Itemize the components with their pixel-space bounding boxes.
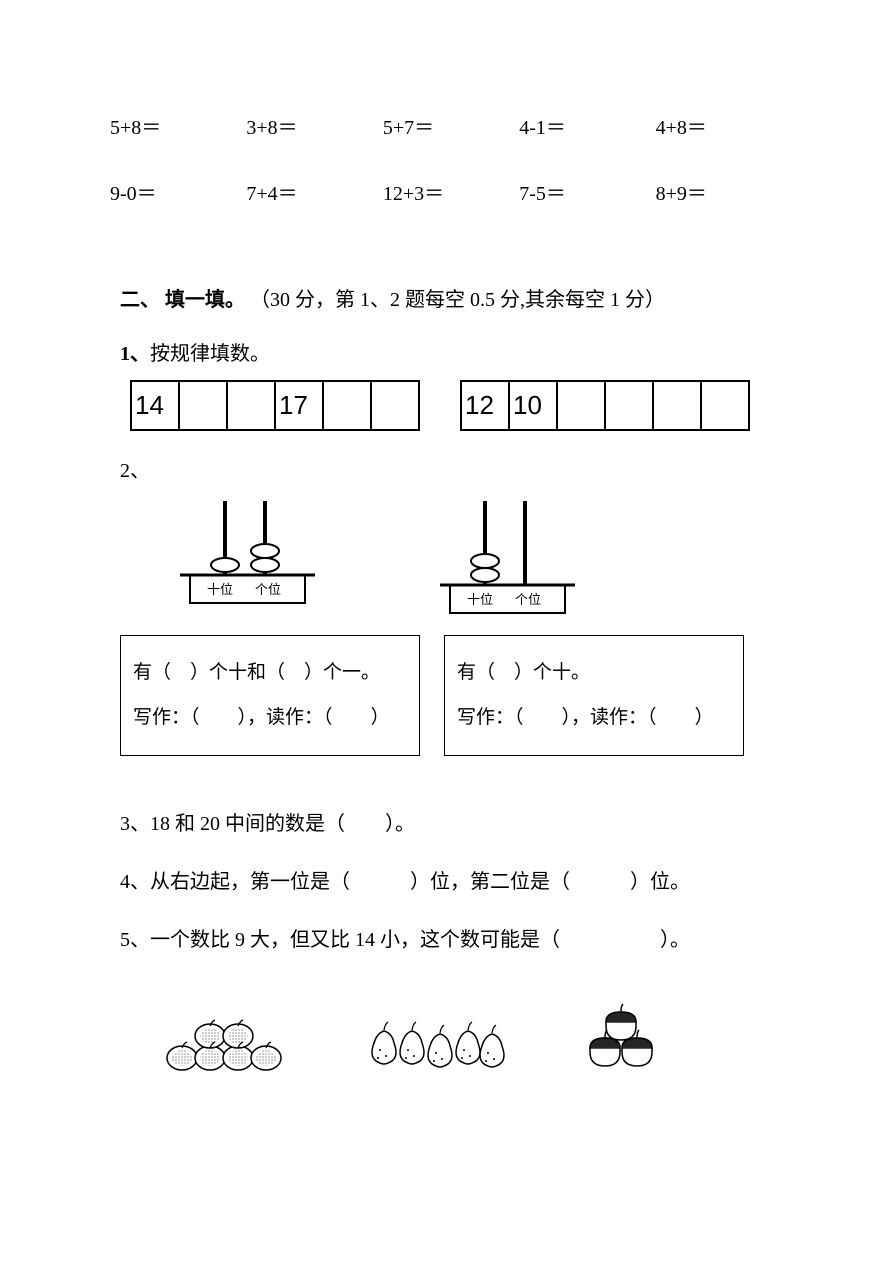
seq-cell [701, 381, 749, 430]
arith-cell: 4+8＝ [656, 110, 792, 146]
ones-label: 个位 [515, 592, 541, 607]
q1-text: 按规律填数。 [150, 343, 270, 365]
fruit-group-pears [360, 1008, 510, 1078]
answer-box-a: 有（ ）个十和（ ）个一。 写作：（ ），读作：（ ） [120, 635, 420, 756]
arith-cell: 12+3＝ [383, 176, 519, 212]
box-b-line2: 写作：（ ），读作：（ ） [457, 695, 731, 741]
section-2-header: 二、 填一填。 （30 分，第 1、2 题每空 0.5 分,其余每空 1 分） [110, 282, 792, 318]
q1-num: 1、 [120, 343, 150, 365]
q5: 5、一个数比 9 大，但又比 14 小，这个数可能是（ ）。 [110, 922, 792, 958]
seq-cell [323, 381, 371, 430]
seq-cell: 10 [509, 381, 557, 430]
seq-cell [371, 381, 419, 430]
arith-cell: 5+7＝ [383, 110, 519, 146]
q2-label: 2、 [110, 453, 792, 489]
tens-label: 十位 [207, 582, 233, 597]
arith-cell: 7-5＝ [519, 176, 655, 212]
answer-boxes: 有（ ）个十和（ ）个一。 写作：（ ），读作：（ ） 有（ ）个十。 写作：（… [110, 635, 792, 756]
fruits-row [110, 998, 792, 1078]
section-number: 二、 [120, 289, 160, 311]
seq-cell: 17 [275, 381, 323, 430]
arith-cell: 9-0＝ [110, 176, 246, 212]
seq-cell [227, 381, 275, 430]
arith-row-2: 9-0＝ 7+4＝ 12+3＝ 7-5＝ 8+9＝ [110, 176, 792, 212]
box-a-line2: 写作：（ ），读作：（ ） [133, 695, 407, 741]
box-b-line1: 有（ ）个十。 [457, 650, 731, 696]
fruit-group-acorns [570, 998, 670, 1078]
section-detail: （30 分，第 1、2 题每空 0.5 分,其余每空 1 分） [250, 289, 665, 311]
arith-cell: 8+9＝ [656, 176, 792, 212]
arith-cell: 7+4＝ [246, 176, 382, 212]
arith-cell: 5+8＝ [110, 110, 246, 146]
sequence-table-b: 12 10 [460, 380, 750, 431]
sequence-table-a: 14 17 [130, 380, 420, 431]
abacus-row: 十位 个位 十位 个位 [110, 493, 792, 623]
q4: 4、从右边起，第一位是（ ）位，第二位是（ ）位。 [110, 864, 792, 900]
answer-box-b: 有（ ）个十。 写作：（ ），读作：（ ） [444, 635, 744, 756]
ones-label: 个位 [255, 582, 281, 597]
box-a-line1: 有（ ）个十和（ ）个一。 [133, 650, 407, 696]
seq-cell [653, 381, 701, 430]
q3: 3、18 和 20 中间的数是（ ）。 [110, 806, 792, 842]
q1-label: 1、按规律填数。 [110, 336, 792, 372]
tens-label: 十位 [467, 592, 493, 607]
seq-cell [557, 381, 605, 430]
arithmetic-section: 5+8＝ 3+8＝ 5+7＝ 4-1＝ 4+8＝ 9-0＝ 7+4＝ 12+3＝… [110, 110, 792, 212]
abacus-a: 十位 个位 [170, 493, 330, 623]
seq-cell [605, 381, 653, 430]
sequence-row: 14 17 12 10 [110, 380, 792, 431]
arith-row-1: 5+8＝ 3+8＝ 5+7＝ 4-1＝ 4+8＝ [110, 110, 792, 146]
arith-cell: 3+8＝ [246, 110, 382, 146]
seq-cell: 14 [131, 381, 179, 430]
abacus-b: 十位 个位 [430, 493, 590, 623]
fruit-group-apples [160, 1008, 300, 1078]
seq-cell [179, 381, 227, 430]
arith-cell: 4-1＝ [519, 110, 655, 146]
seq-cell: 12 [461, 381, 509, 430]
section-title: 填一填。 [165, 289, 245, 311]
